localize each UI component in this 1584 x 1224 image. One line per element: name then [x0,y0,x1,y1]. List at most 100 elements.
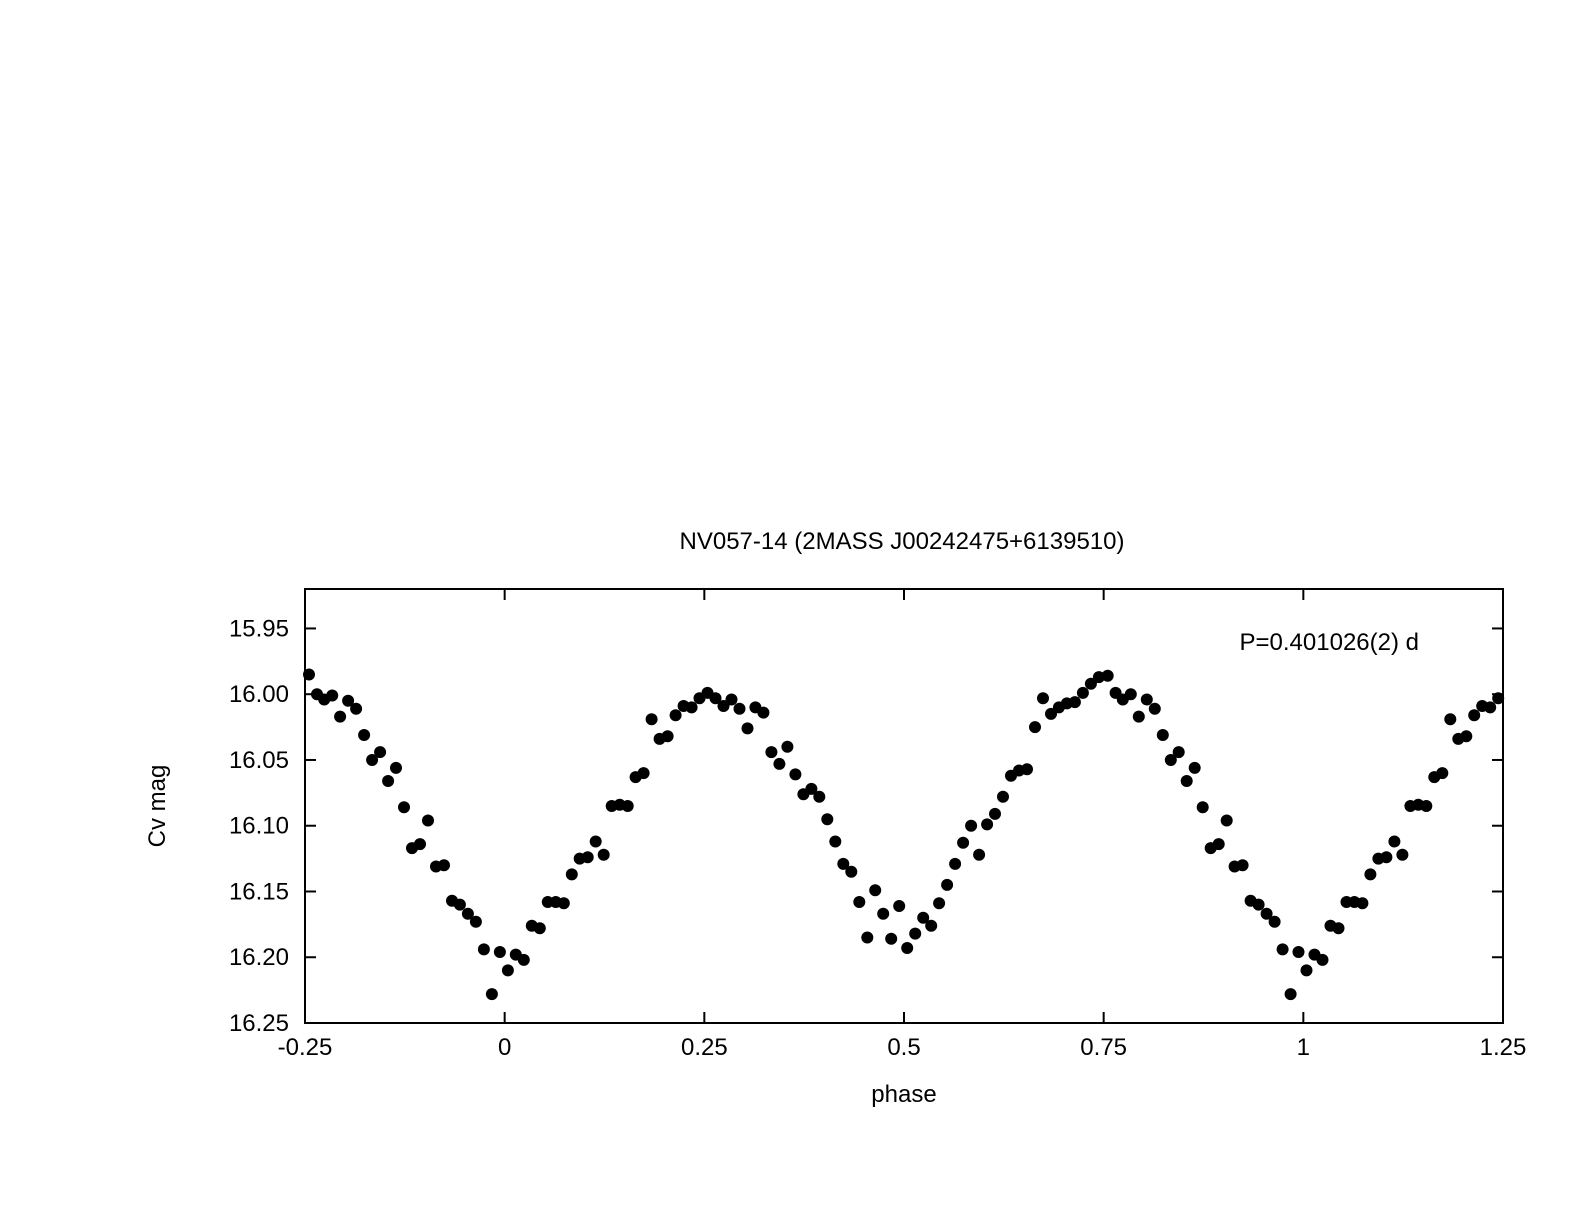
data-point [781,740,794,753]
data-point [485,988,498,1001]
data-point [390,761,402,774]
data-point [1396,848,1409,861]
data-point [557,897,570,910]
data-point [709,692,722,705]
x-tick-label: 1 [1297,1034,1310,1061]
data-point [733,702,746,715]
data-point [1124,688,1137,701]
data-point [789,768,802,781]
data-point [342,694,355,707]
data-point [1068,696,1081,709]
data-point [989,807,1001,820]
data-point [869,884,882,897]
data-point [877,907,890,920]
data-point [1220,814,1233,827]
x-tick-label: 0.5 [887,1034,920,1061]
data-point [1084,677,1097,690]
x-tick-label: 0.75 [1080,1034,1127,1061]
data-point [1364,868,1377,881]
data-point [565,868,578,881]
data-point [1468,709,1481,722]
data-point [1444,713,1457,726]
data-point [1196,801,1209,814]
data-point [661,730,674,743]
data-point [1356,897,1369,910]
data-point [1300,964,1313,977]
y-axis: 15.95 16.00 16.05 16.10 16.15 16.20 16.25 [229,615,1503,1037]
data-point [334,710,347,723]
data-point [1140,693,1153,706]
data-point [1132,710,1145,723]
x-axis-label: phase [871,1081,936,1108]
data-point [909,927,922,940]
data-point [757,706,770,719]
data-point [477,943,490,956]
data-point [725,693,738,706]
data-point [1260,907,1273,920]
data-point [685,701,698,714]
data-point [837,857,850,870]
data-point [1484,701,1497,714]
data-point [637,767,650,780]
data-point [1164,754,1177,766]
data-point [941,878,954,891]
data-point [1284,988,1297,1001]
data-point [901,942,914,954]
data-point [350,702,363,715]
x-tick-label: 0.25 [681,1034,728,1061]
data-point [973,848,986,861]
data-point [1492,692,1505,705]
data-point [813,790,826,803]
y-tick-label: 15.95 [229,615,289,642]
data-point [1021,763,1033,776]
data-point [366,754,379,766]
data-point [1268,915,1281,928]
y-tick-label: 16.05 [229,747,289,774]
data-point [821,813,834,826]
data-points [303,668,1505,1001]
data-point [853,896,866,908]
data-point [1092,671,1105,684]
data-point [422,814,434,827]
data-point [1029,721,1041,734]
data-point [374,746,387,759]
data-point [493,946,506,958]
data-point [1045,707,1057,720]
data-point [949,857,962,870]
y-axis-label: Cv mag [144,765,171,848]
data-point [1436,767,1449,780]
period-annotation: P=0.401026(2) d [1240,629,1419,656]
data-point [1212,838,1225,851]
data-point [669,709,682,722]
data-point [469,915,482,928]
data-point [303,668,315,681]
data-point [741,722,754,735]
data-point [358,729,371,741]
data-point [1388,835,1401,848]
y-tick-label: 16.10 [229,813,289,840]
data-point [382,775,395,787]
data-point [1276,943,1289,956]
data-point [917,911,930,924]
data-point [1252,898,1265,911]
data-point [1332,922,1345,935]
data-point [717,700,730,712]
data-point [885,932,898,945]
data-point [621,800,634,812]
data-point [1292,946,1305,958]
x-axis: -0.25 0 0.25 0.5 0.75 1 1.25 [278,589,1526,1061]
data-point [1148,702,1161,715]
data-point [1460,730,1473,743]
x-tick-label: 0 [498,1034,511,1061]
data-point [1037,692,1049,705]
x-tick-label: -0.25 [278,1034,333,1061]
data-point [933,897,946,910]
data-point [597,848,610,861]
data-point [533,922,546,935]
data-point [453,898,466,911]
data-point [957,836,970,849]
data-point [581,851,594,864]
data-point [1420,800,1433,812]
data-point [1101,669,1114,682]
